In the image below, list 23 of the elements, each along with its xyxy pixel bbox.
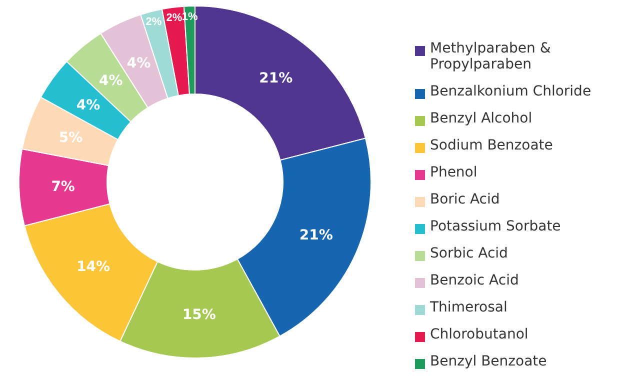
data-label: 4% xyxy=(76,97,100,114)
data-label: 15% xyxy=(182,306,216,323)
data-label: 2% xyxy=(166,12,182,24)
data-label: 21% xyxy=(299,227,333,244)
legend-label: Thimerosal xyxy=(429,300,508,316)
data-label: 5% xyxy=(58,130,83,146)
legend-label: Sorbic Acid xyxy=(430,246,508,262)
data-label: 14% xyxy=(76,259,110,276)
legend-label: Benzalkonium Chloride xyxy=(430,84,592,100)
legend-label: Benzyl Alcohol xyxy=(430,110,532,127)
data-label: 21% xyxy=(259,70,293,87)
legend-label: Sodium Benzoate xyxy=(430,138,553,154)
data-label: 4% xyxy=(98,73,123,90)
legend-label: Boric Acid xyxy=(430,192,500,208)
data-label: 4% xyxy=(126,55,151,72)
legend-label: Methylparaben & Propylparaben xyxy=(430,40,551,73)
data-label: 2% xyxy=(146,16,162,28)
legend-label: Phenol xyxy=(430,164,478,181)
legend-label: Chlorobutanol xyxy=(430,326,528,343)
data-label: 7% xyxy=(51,179,75,196)
legend-label: Benzyl Benzoate xyxy=(430,354,547,370)
legend-label: Potassium Sorbate xyxy=(430,218,561,235)
legend-label: Benzoic Acid xyxy=(430,272,519,289)
